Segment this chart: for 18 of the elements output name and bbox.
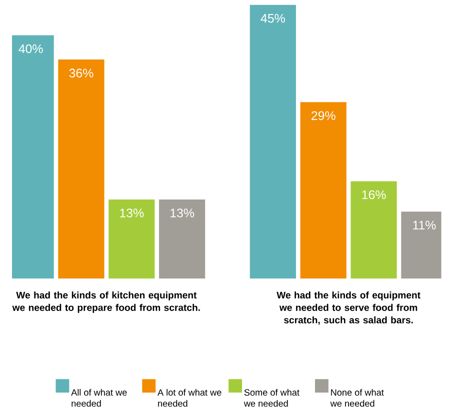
data-label: 13% — [170, 208, 194, 218]
x-tick-label: We had the kinds of equipment we needed to serve food from scratch, such as salad bars. — [276, 291, 420, 325]
bar — [350, 181, 397, 278]
data-label: 11% — [413, 220, 436, 230]
data-label: 36% — [69, 68, 94, 78]
bar — [108, 199, 155, 278]
data-label: 16% — [362, 190, 386, 200]
data-label: 45% — [260, 14, 285, 23]
legend-label: None of what we needed — [330, 388, 384, 407]
data-label: 40% — [18, 44, 43, 54]
legend-label: A lot of what we needed — [158, 388, 222, 407]
legend-label: All of what we needed — [71, 388, 127, 407]
x-tick-label: We had the kinds of kitchen equipment we needed to prepare food from scratch. — [12, 291, 200, 313]
bar — [58, 59, 104, 278]
legend-label: Some of what we needed — [244, 388, 300, 407]
data-label: 13% — [120, 208, 144, 218]
bar — [300, 102, 346, 278]
data-label: 29% — [312, 111, 336, 120]
